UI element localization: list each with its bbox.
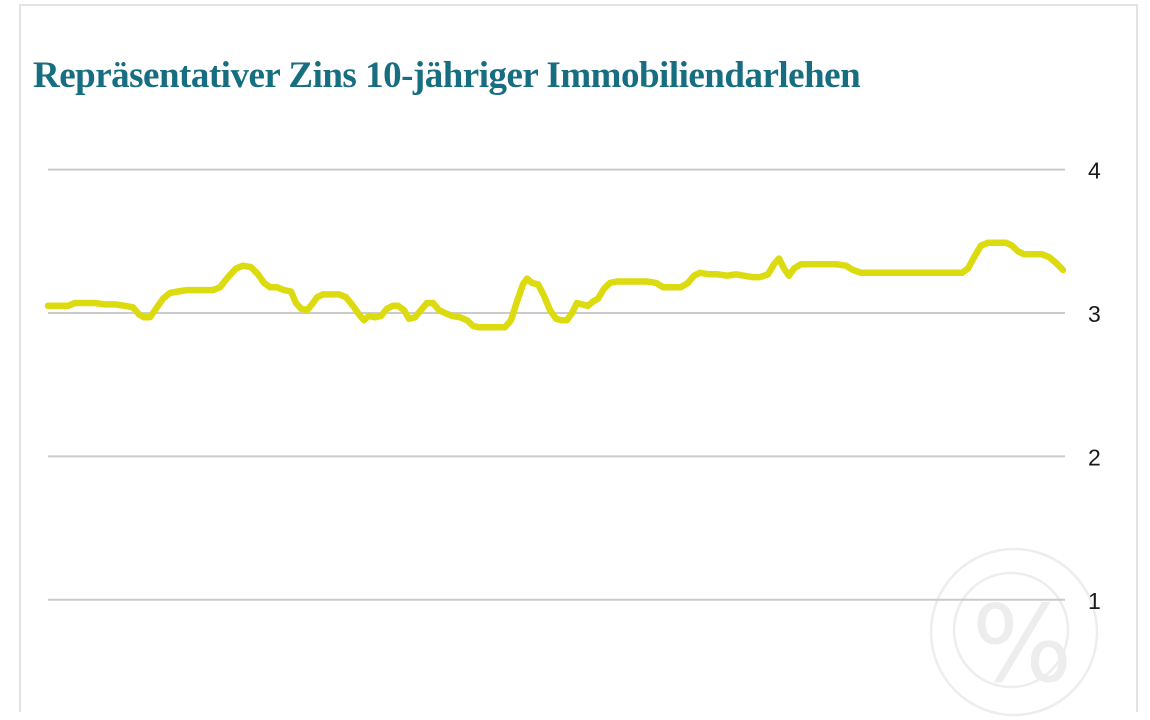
y-tick-label-4: 4 [1088,158,1101,184]
percent-watermark-outer-ring [929,547,1099,717]
series-line [44,239,1067,331]
page-title: Repräsentativer Zins 10-jähriger Immobil… [33,55,861,96]
percent-watermark-icon: % [972,583,1073,706]
y-tick-label-2: 2 [1088,444,1101,470]
y-tick-label-1: 1 [1088,588,1101,614]
percent-watermark-inner-ring [952,571,1070,689]
y-tick-label-3: 3 [1088,301,1101,327]
